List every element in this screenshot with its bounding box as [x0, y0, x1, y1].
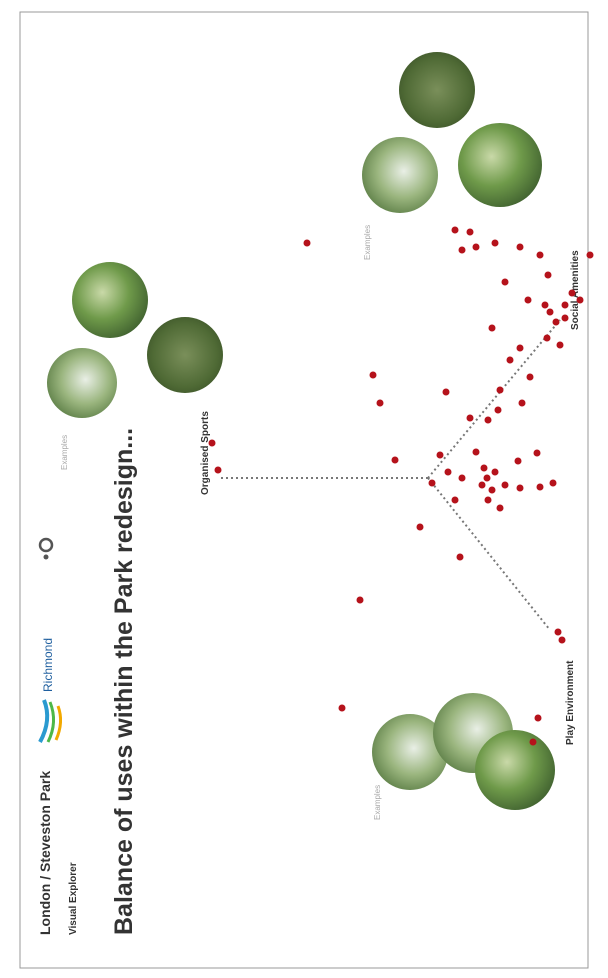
headline: Balance of uses within the Park redesign… [110, 428, 138, 935]
examples-label: Examples [363, 225, 372, 260]
examples-label: Examples [60, 435, 69, 470]
subtitle: Visual Explorer [68, 862, 79, 935]
axes [218, 319, 561, 631]
photos [47, 52, 555, 810]
title: London / Steveston Park [37, 771, 53, 935]
axis-label: Organised Sports [200, 411, 211, 495]
dots [208, 226, 594, 746]
axis-label: Social Amenities [570, 250, 581, 330]
partner-logo [38, 537, 54, 560]
frame [19, 11, 589, 969]
logo-text: Richmond [41, 638, 55, 692]
axis-label: Play Environment [565, 660, 576, 745]
richmond-logo: Richmond [38, 638, 63, 743]
examples-label: Examples [373, 785, 382, 820]
